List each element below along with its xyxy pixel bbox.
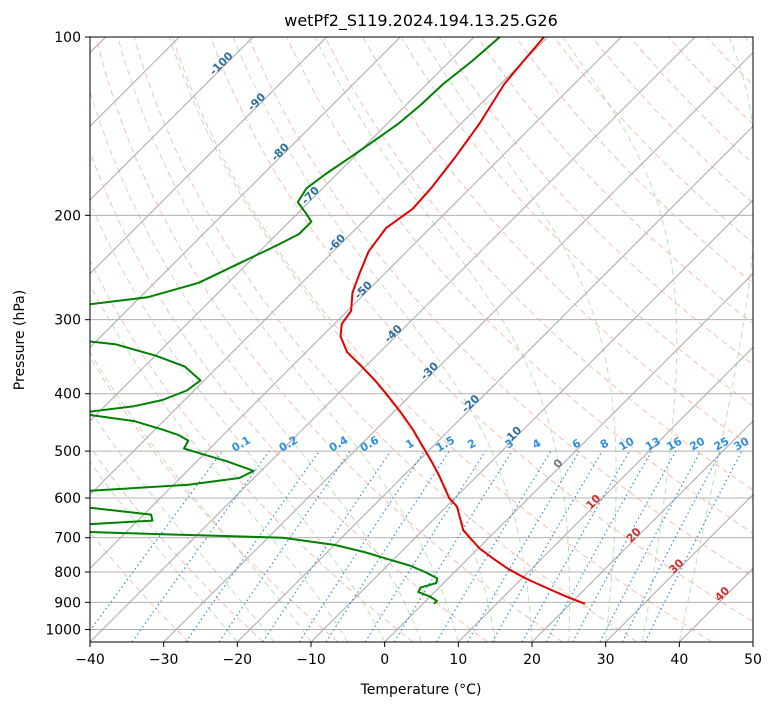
x-tick-label: −30 bbox=[149, 652, 179, 668]
moist-adiabat bbox=[562, 37, 678, 642]
isotherm-line bbox=[163, 51, 753, 642]
y-tick-label: 400 bbox=[54, 387, 81, 403]
x-tick-label: 40 bbox=[670, 652, 688, 668]
mixing-ratio-line bbox=[90, 450, 223, 632]
dry-adiabat bbox=[248, 37, 753, 578]
moist-adiabat bbox=[314, 37, 571, 642]
dry-adiabat bbox=[362, 37, 753, 449]
y-axis: 100 200 300 400 500 600 700 800 900 1000 bbox=[45, 30, 90, 638]
isotherm-line bbox=[90, 37, 622, 570]
mixing-ratio-line bbox=[491, 450, 603, 642]
x-tick-label: 30 bbox=[597, 652, 615, 668]
mixing-ratio-line bbox=[521, 450, 631, 642]
profile-line-0 bbox=[339, 37, 586, 605]
moist-adiabat bbox=[90, 350, 312, 642]
y-tick-label: 300 bbox=[54, 313, 81, 329]
isotherm-line bbox=[236, 125, 753, 642]
y-tick-label: 500 bbox=[54, 444, 81, 460]
y-tick-label: 700 bbox=[54, 531, 81, 547]
x-tick-label: −10 bbox=[296, 652, 326, 668]
mixing-ratio-line bbox=[466, 450, 580, 642]
y-tick-label: 200 bbox=[54, 208, 81, 224]
dry-adiabat bbox=[629, 37, 753, 165]
x-tick-label: 0 bbox=[380, 652, 389, 668]
dry-adiabat bbox=[210, 37, 753, 623]
x-tick-label: 50 bbox=[744, 652, 762, 668]
dry-adiabat bbox=[515, 37, 753, 284]
chart-title: wetPf2_S119.2024.194.13.25.G26 bbox=[284, 11, 558, 31]
isotherm-line bbox=[90, 37, 475, 422]
mixing-ratio-line bbox=[572, 450, 677, 642]
moist-adiabat bbox=[117, 37, 459, 642]
isotherm-line bbox=[457, 346, 753, 642]
moist-adiabat bbox=[678, 37, 753, 642]
moist-adiabat bbox=[90, 89, 422, 642]
profile-series bbox=[90, 37, 586, 605]
isotherm-line bbox=[90, 37, 549, 496]
x-axis: −40 −30 −20 −10 0 10 20 30 40 50 bbox=[75, 642, 762, 668]
y-axis-title: Pressure (hPa) bbox=[12, 290, 28, 390]
mixing-ratio-line bbox=[545, 450, 653, 642]
x-tick-label: −20 bbox=[223, 652, 253, 668]
y-tick-label: 1000 bbox=[45, 622, 81, 638]
dry-adiabat bbox=[171, 37, 712, 642]
isotherm-line bbox=[90, 37, 401, 349]
y-tick-label: 900 bbox=[54, 595, 81, 611]
y-tick-label: 100 bbox=[54, 30, 81, 46]
moist-adiabat bbox=[90, 409, 275, 642]
dry-adiabat bbox=[133, 37, 638, 642]
x-axis-title: Temperature (°C) bbox=[360, 682, 482, 698]
isotherm-line bbox=[531, 420, 753, 642]
dry-adiabat bbox=[90, 445, 264, 642]
x-tick-label: 20 bbox=[523, 652, 541, 668]
moist-adiabat bbox=[421, 37, 617, 642]
isotherm-line bbox=[90, 37, 696, 642]
y-tick-label: 800 bbox=[54, 565, 81, 581]
background-lines bbox=[90, 37, 753, 642]
dry-adiabat bbox=[95, 37, 563, 642]
mixing-ratio-line bbox=[298, 450, 425, 642]
y-tick-label: 600 bbox=[54, 491, 81, 507]
dry-adiabat bbox=[324, 37, 753, 491]
x-tick-label: −40 bbox=[75, 652, 105, 668]
dry-adiabat bbox=[90, 259, 414, 642]
mixing-ratio-line bbox=[364, 450, 486, 642]
dry-adiabat bbox=[591, 37, 753, 204]
isotherm-line bbox=[90, 37, 328, 275]
dry-adiabat bbox=[477, 37, 753, 325]
mixing-ratio-line bbox=[435, 450, 552, 642]
mixing-ratio-line bbox=[325, 450, 450, 642]
x-tick-label: 10 bbox=[449, 652, 467, 668]
mixing-ratio-line bbox=[185, 450, 320, 642]
isotherm-line bbox=[605, 493, 753, 642]
mixing-ratio-line bbox=[131, 450, 270, 642]
moist-adiabat bbox=[232, 37, 533, 642]
profile-line-1 bbox=[90, 37, 501, 605]
plot-frame bbox=[89, 36, 754, 643]
isotherm-line bbox=[384, 272, 753, 642]
isotherm-line bbox=[90, 37, 254, 201]
mixing-ratio-line bbox=[393, 450, 513, 642]
